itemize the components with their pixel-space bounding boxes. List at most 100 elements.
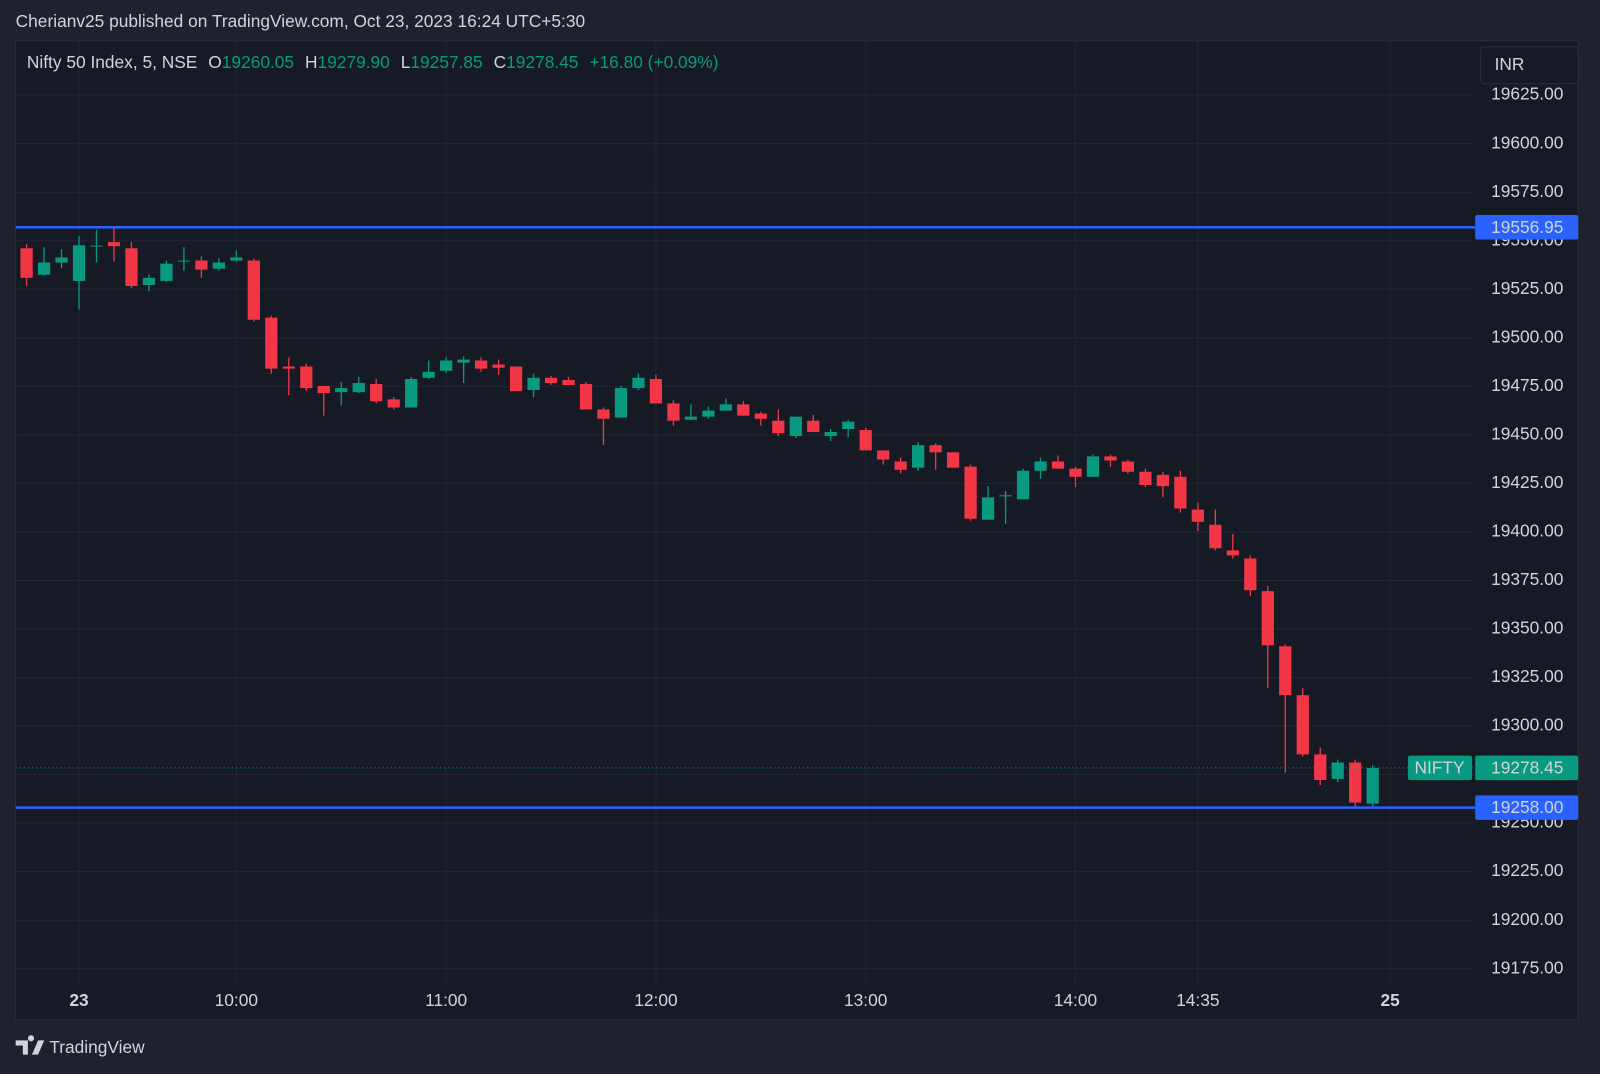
candle-body [195,260,208,270]
candle-body [1086,456,1100,477]
x-tick-label: 14:35 [1176,990,1219,1010]
candle-body [527,377,540,391]
y-tick-label: 19475.00 [1491,375,1563,395]
x-tick-label: 10:00 [215,990,258,1010]
legend-key: C [494,52,507,72]
candle-body [387,399,400,408]
candle-body [265,317,278,369]
candle-body [579,384,593,410]
y-tick-label: 19625.00 [1491,84,1563,104]
candles [20,227,1379,808]
candle-body [842,421,855,430]
candle-body [544,377,558,384]
legend-value: 19257.85 [410,52,482,72]
candle-body [1331,762,1344,779]
candle-body [352,383,365,393]
y-tick-label: 19575.00 [1491,181,1563,201]
candle-body [142,277,156,286]
candle-body [335,388,348,393]
candle-body [160,263,173,281]
y-tick-label: 19325.00 [1491,666,1563,686]
candle-body [370,384,383,402]
candle-body [824,431,837,437]
symbol-tag [1407,755,1473,781]
candle-body [405,378,418,408]
candle-body [772,420,785,434]
candle-body [964,466,977,519]
candle-body [247,260,260,320]
y-tick-label: 19350.00 [1491,618,1563,638]
candle-body [230,257,243,261]
candle-body [440,360,453,371]
candle-body [877,450,890,460]
candle-body [807,420,820,432]
candle-body [1349,762,1362,803]
candle-body [300,366,313,389]
hline-tag [1475,215,1579,240]
legend-key: H [305,52,318,72]
y-tick-label: 19450.00 [1491,423,1563,443]
candle-body [492,364,505,368]
candle-body [614,388,628,418]
candle-body [1051,461,1065,469]
candle-body [1016,470,1030,500]
x-tick-label: 25 [1381,990,1401,1010]
candle-body [1296,695,1309,755]
candle-body [667,403,680,421]
candle-body [55,257,68,263]
hline-tag-label: 19258.00 [1491,797,1563,817]
candle-body [37,262,51,275]
candle-body [702,410,715,417]
currency[interactable]: INR [1495,54,1525,74]
attribution: Cherianv25 published on TradingView.com,… [16,11,585,31]
candle-body [912,445,925,468]
candle-body [317,385,330,394]
candle-body [737,404,750,416]
x-tick-label: 12:00 [634,990,677,1010]
candle-body [90,245,103,247]
pane [15,40,1579,1021]
candle-body [999,495,1012,497]
candle-body [684,416,698,420]
candle-body [1226,550,1239,556]
candle-body [754,413,767,419]
y-tick-label: 19300.00 [1491,715,1563,735]
candle-body [632,377,645,389]
legend-value: 19278.45 [506,52,578,72]
currency-button[interactable] [1479,46,1579,85]
change: +16.80 (+0.09%) [589,52,718,72]
candle-body [1244,558,1257,591]
candle-body [562,379,575,385]
candle-body [894,461,907,470]
candle-body [212,262,225,269]
y-tick-label: 19225.00 [1491,860,1563,880]
candle-body [1261,591,1274,646]
candle-body [649,378,663,404]
candle-body [1191,509,1204,522]
price-tag [1475,755,1579,781]
price-tag-label: 19278.45 [1491,757,1563,777]
candle-body [1156,474,1170,487]
x-tick-label: 23 [69,990,89,1010]
candle-body [981,497,995,520]
hline-tag-label: 19556.95 [1491,217,1563,237]
candle-body [509,366,523,392]
candle-body [72,245,86,281]
x-tick-label: 11:00 [425,990,467,1010]
legend-key: O [208,52,221,72]
candle-body [1174,476,1187,509]
candle-body [859,430,872,451]
candle-body [1314,754,1327,781]
y-tick-label: 19200.00 [1491,909,1563,929]
candle-body [125,248,138,286]
legend-value: 19260.05 [222,52,294,72]
candle-body [1279,646,1292,696]
candle-body [1069,468,1082,477]
y-tick-label: 19525.00 [1491,278,1563,298]
legend-key: L [401,52,411,72]
candle-body [177,260,191,262]
y-tick-label: 19400.00 [1491,521,1563,541]
candle-body [789,416,802,437]
candle-body [457,359,470,363]
